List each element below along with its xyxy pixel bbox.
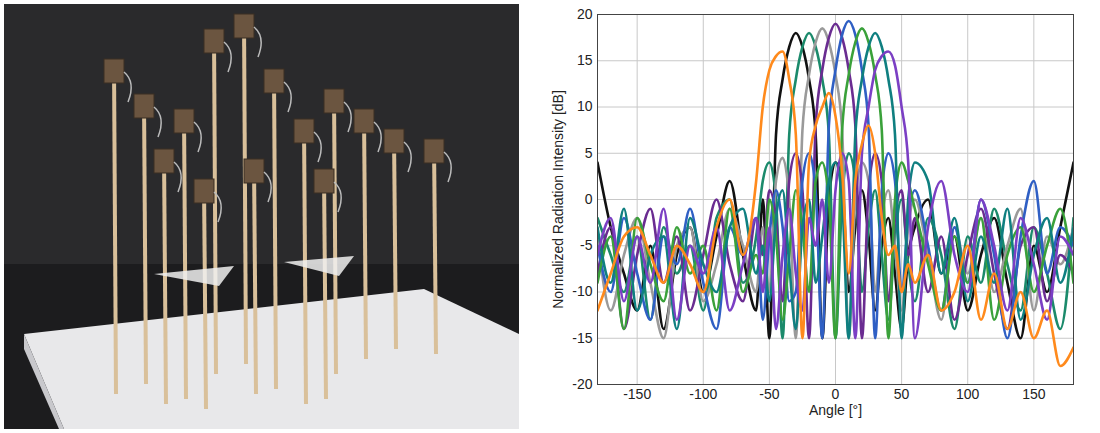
svg-text:-5: -5 <box>580 237 593 253</box>
svg-text:100: 100 <box>956 386 980 402</box>
svg-text:0: 0 <box>585 191 593 207</box>
svg-text:5: 5 <box>585 145 593 161</box>
svg-text:-150: -150 <box>623 386 651 402</box>
svg-text:-15: -15 <box>572 330 592 346</box>
svg-text:-10: -10 <box>572 283 592 299</box>
svg-text:15: 15 <box>577 52 593 68</box>
svg-text:150: 150 <box>1022 386 1046 402</box>
svg-text:-100: -100 <box>689 386 717 402</box>
svg-text:-20: -20 <box>572 376 592 392</box>
svg-text:50: 50 <box>894 386 910 402</box>
svg-text:0: 0 <box>832 386 840 402</box>
svg-text:-50: -50 <box>759 386 779 402</box>
svg-text:Angle [°]: Angle [°] <box>809 402 862 418</box>
svg-text:10: 10 <box>577 98 593 114</box>
svg-text:Normalized Radiation Intensity: Normalized Radiation Intensity [dB] <box>550 90 566 309</box>
svg-text:20: 20 <box>577 6 593 22</box>
